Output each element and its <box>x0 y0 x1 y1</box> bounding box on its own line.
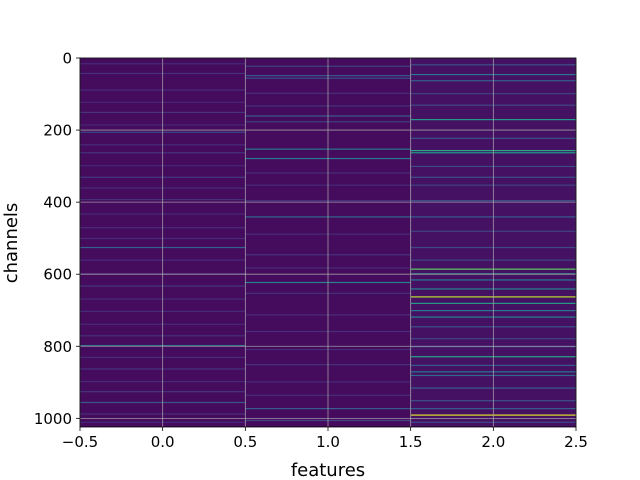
x-axis: −0.5 0.0 0.5 1.0 1.5 2.0 2.5 <box>62 427 588 451</box>
x-axis-label: features <box>291 460 365 480</box>
y-axis: 0 200 400 600 800 1000 <box>34 50 80 428</box>
x-tick-label: −0.5 <box>62 433 98 451</box>
y-tick-label: 600 <box>43 266 72 284</box>
x-tick-label: 2.5 <box>564 433 588 451</box>
x-tick-label: 0.5 <box>233 433 257 451</box>
x-tick-label: 1.5 <box>399 433 423 451</box>
y-tick-label: 800 <box>43 338 72 356</box>
y-tick-label: 1000 <box>34 410 72 428</box>
x-tick-label: 1.0 <box>316 433 340 451</box>
y-axis-label: channels <box>1 203 22 284</box>
y-tick-label: 0 <box>62 50 72 68</box>
y-tick-label: 200 <box>43 122 72 140</box>
x-tick-label: 0.0 <box>151 433 175 451</box>
x-tick-label: 2.0 <box>481 433 505 451</box>
y-tick-label: 400 <box>43 194 72 212</box>
